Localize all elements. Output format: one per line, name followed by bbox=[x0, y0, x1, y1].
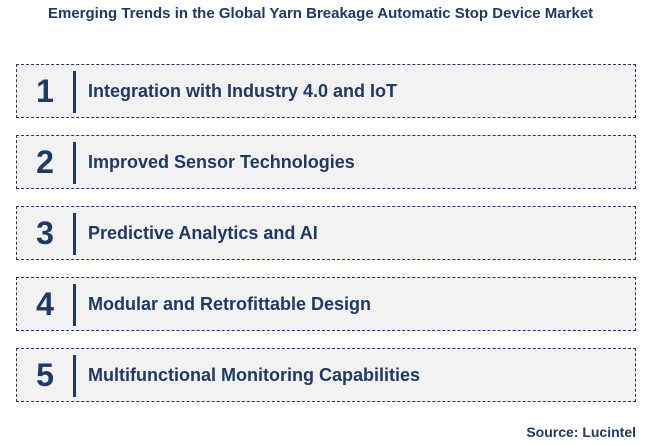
trend-item-4: 4 Modular and Retrofittable Design bbox=[16, 277, 636, 331]
trend-divider bbox=[73, 284, 76, 326]
trend-divider bbox=[73, 213, 76, 255]
trend-item-5: 5 Multifunctional Monitoring Capabilitie… bbox=[16, 348, 636, 402]
trend-label: Modular and Retrofittable Design bbox=[88, 294, 372, 314]
trend-label: Predictive Analytics and AI bbox=[88, 223, 318, 243]
trend-number: 1 bbox=[36, 73, 54, 109]
trend-label: Improved Sensor Technologies bbox=[88, 152, 355, 172]
trend-number: 4 bbox=[36, 286, 54, 322]
trend-item-2: 2 Improved Sensor Technologies bbox=[16, 135, 636, 189]
trend-list: 1 Integration with Industry 4.0 and IoT … bbox=[16, 64, 636, 419]
trend-item-1: 1 Integration with Industry 4.0 and IoT bbox=[16, 64, 636, 118]
trend-label: Integration with Industry 4.0 and IoT bbox=[88, 81, 398, 101]
trend-number: 5 bbox=[36, 357, 54, 393]
trend-number: 3 bbox=[36, 215, 54, 251]
trend-divider bbox=[73, 71, 76, 113]
trend-label: Multifunctional Monitoring Capabilities bbox=[88, 365, 420, 385]
source-credit: Source: Lucintel bbox=[526, 424, 636, 440]
trend-item-3: 3 Predictive Analytics and AI bbox=[16, 206, 636, 260]
trend-divider bbox=[73, 142, 76, 184]
page-title: Emerging Trends in the Global Yarn Break… bbox=[48, 5, 594, 22]
trend-divider bbox=[73, 355, 76, 397]
trend-number: 2 bbox=[36, 144, 54, 180]
